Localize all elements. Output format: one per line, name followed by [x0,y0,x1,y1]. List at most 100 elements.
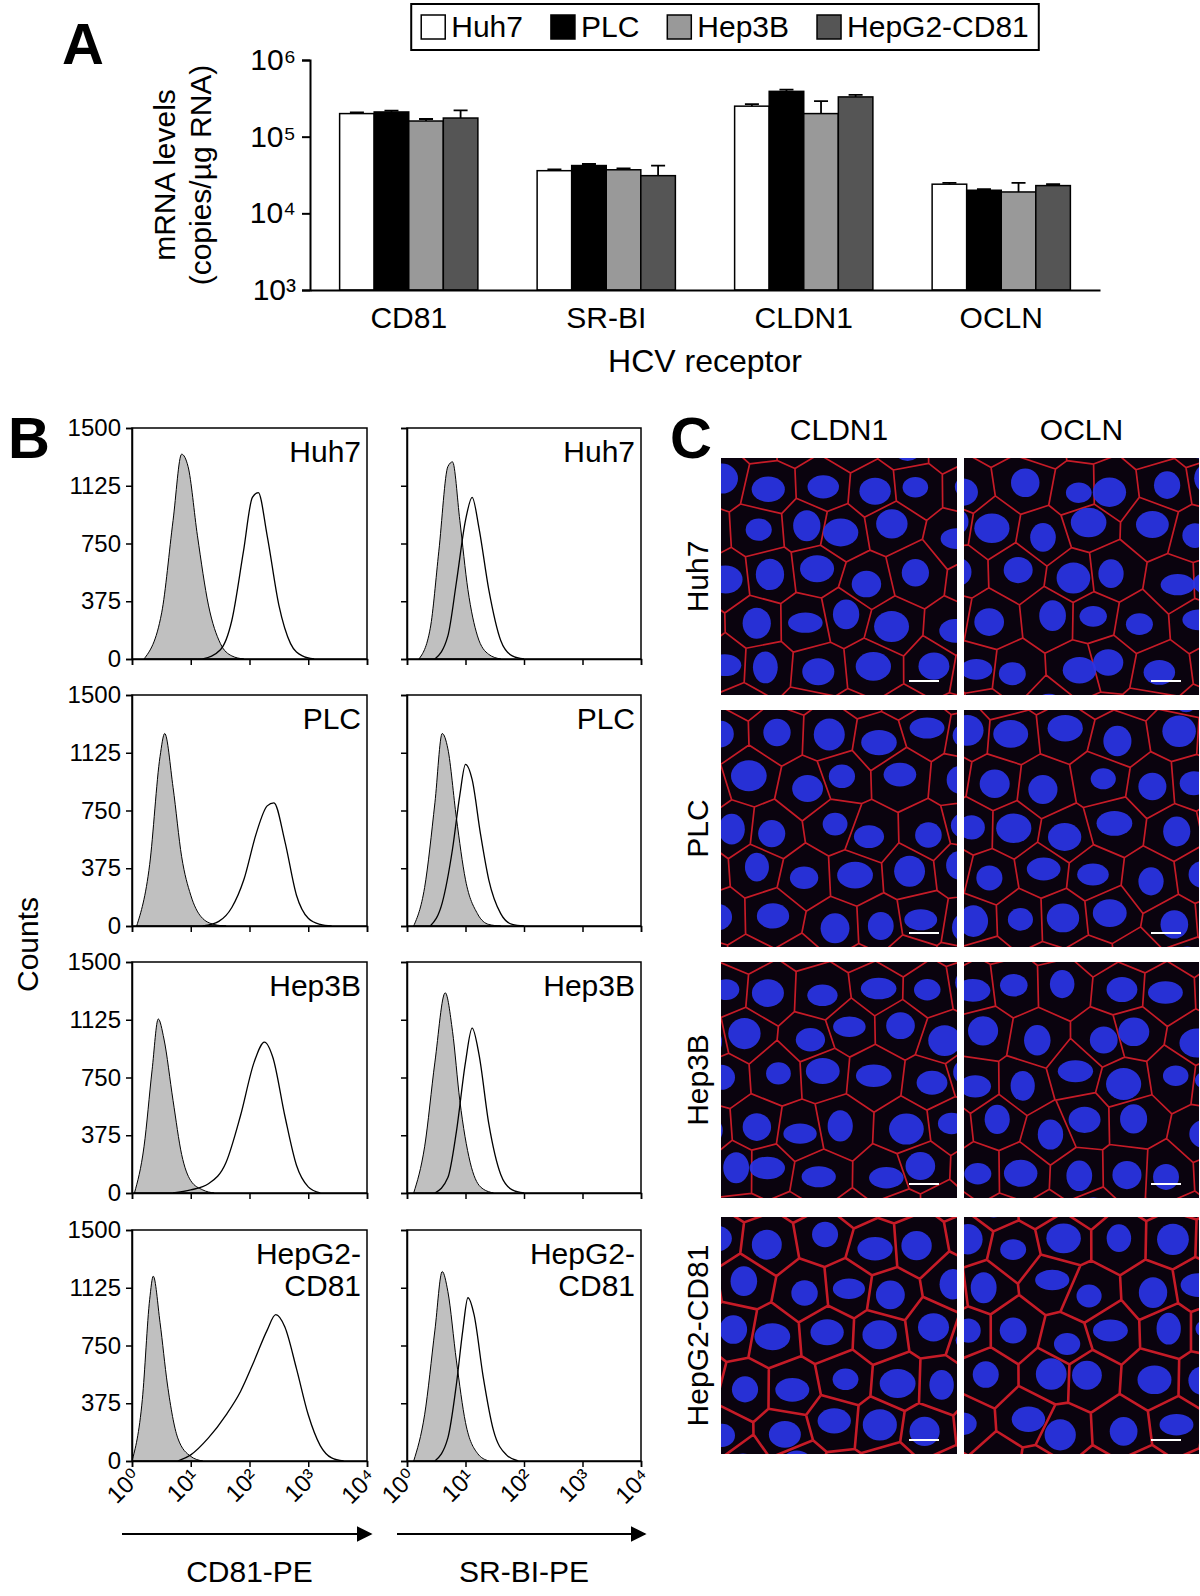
x-axis-tick-mark [582,1193,584,1199]
y-axis-title: (copies/µg RNA) [184,65,217,286]
nucleus [868,912,894,940]
micrograph-row-label: HepG2-CD81 [681,1245,714,1427]
x-axis-tick-mark [249,659,251,665]
x-axis-tick-mark [191,926,193,932]
nucleus [752,979,784,1007]
nucleus [1011,468,1039,497]
plot-frame [132,695,367,926]
y-axis-tick-label: 10⁵ [250,120,296,153]
y-axis-tick: 750 [81,530,132,557]
error-bar [384,111,398,112]
nucleus [807,985,837,1007]
y-axis-tick: 10⁶ [250,43,310,76]
micrograph [721,458,957,695]
nucleus [876,1280,905,1309]
x-axis-tick: OCLN [960,301,1043,334]
y-axis-tick-mark [401,1461,407,1463]
error-bar [942,183,956,184]
x-axis-tick-mark [308,1193,310,1199]
nucleus [1072,1361,1102,1390]
bar-series [443,95,1070,290]
x-axis-tick: 10⁴ [336,1461,381,1509]
nucleus [721,979,739,1000]
nucleus [1011,1071,1035,1101]
y-axis-tick: 1125 [69,739,132,766]
y-axis-tick: 1500 [68,1216,132,1243]
nucleus [1030,523,1056,552]
histogram-line [173,1042,320,1193]
nucleus [818,1408,851,1433]
nucleus [1194,463,1199,494]
y-axis-tick-mark [126,1077,132,1079]
nucleus [914,979,941,1000]
bar-series [374,90,1001,290]
x-axis-tick-mark [191,1461,193,1467]
nucleus [1161,910,1189,938]
nucleus [721,1226,732,1252]
nucleus [939,619,957,643]
y-axis-tick-mark [401,659,407,661]
nucleus [758,820,785,847]
panel-label: A [62,11,104,76]
nucleus [901,1231,931,1260]
y-axis-tick: 1500 [68,681,132,708]
cell-membrane [721,1217,957,1454]
histogram: PLC [401,695,642,932]
x-axis [408,659,642,665]
nucleus [1033,694,1065,695]
plot-frame [407,428,641,659]
y-axis-tick [401,695,407,696]
nucleus [1036,1358,1067,1389]
nucleus [953,1059,957,1086]
bar [409,121,444,290]
nucleus [974,514,1009,544]
y-axis-tick-mark [126,1288,132,1290]
x-axis-tick [524,659,525,665]
y-axis-tick: 750 [81,1064,132,1091]
x-axis-tick-label: CLDN1 [755,301,853,334]
x-axis-tick-mark [641,926,643,932]
y-axis-tick-mark [302,60,310,62]
nucleus [721,1026,722,1058]
nucleus [757,903,789,928]
y-axis-tick-label: 0 [108,1179,121,1206]
nucleus [750,1157,785,1180]
legend-box [411,4,1039,50]
y-axis-line [126,429,133,660]
histogram-title: HepG2-CD81 [256,1237,361,1302]
y-axis-tick-mark [401,1403,407,1405]
legend-swatch [551,15,575,39]
title-line: CD81 [558,1269,635,1302]
nucleus [1066,1160,1092,1191]
legend-label: Hep3B [697,10,789,43]
nucleus [1090,1027,1118,1054]
histogram-title: Huh7 [563,435,635,468]
bar [443,118,478,290]
histogram-title: Hep3B [269,969,361,1002]
nucleus [1093,1320,1128,1342]
error-bar [454,110,468,118]
nucleus [854,825,884,848]
x-axis-tick-label: 10³ [279,1463,323,1507]
error-bar [849,95,863,97]
y-axis-tick: 750 [81,1332,132,1359]
x-axis-tick-mark [407,659,409,665]
y-axis-tick-label: 10³ [253,273,296,306]
nucleus [728,1018,760,1049]
micrograph [964,1217,1199,1454]
histogram-title: Huh7 [289,435,361,468]
nucleus [763,719,790,747]
micrograph-background [964,458,1199,695]
histogram-title: PLC [577,702,635,735]
y-axis-tick-mark [401,810,407,812]
y-axis-tick-label: 1125 [69,472,121,499]
nucleus [955,475,957,499]
nucleus [1195,1069,1199,1091]
y-axis-tick-mark [401,1135,407,1137]
nucleus [781,1450,812,1454]
y-axis-tick [401,868,407,869]
x-axis-tick-mark [465,659,467,665]
bar [1001,192,1036,290]
x-axis-arrow [397,1533,645,1535]
y-axis-tick [401,1346,407,1347]
